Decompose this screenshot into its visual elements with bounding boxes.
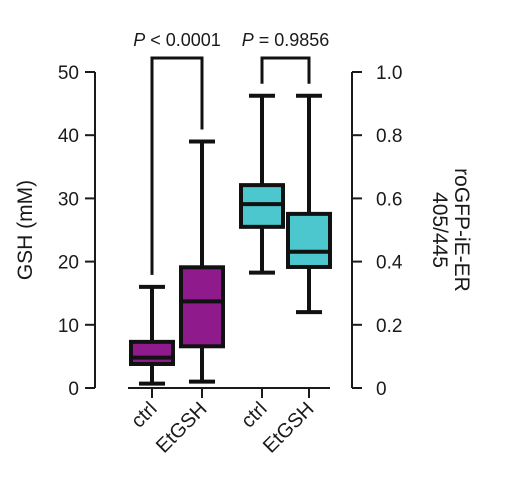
bracket-1: P < 0.0001 <box>133 30 221 275</box>
p-value-label: P = 0.9856 <box>242 30 330 50</box>
right-tick-label: 0.8 <box>376 126 402 147</box>
box-rogfp-ctrl <box>239 93 285 275</box>
iqr-box <box>179 265 225 349</box>
box-gsh-etgsh <box>179 139 225 384</box>
left-tick-label: 10 <box>58 316 79 337</box>
right-axis-ticks: 0 0.2 0.4 0.6 0.8 1.0 <box>352 63 403 400</box>
left-tick-label: 50 <box>58 63 79 84</box>
category-label-ctrl: ctrl <box>127 398 161 432</box>
left-tick-label: 20 <box>58 253 79 274</box>
left-tick-label: 0 <box>68 379 79 400</box>
right-tick-label: 0.4 <box>376 253 403 274</box>
left-axis-title: GSH (mM) <box>14 180 37 280</box>
p-value-label: P < 0.0001 <box>133 30 221 50</box>
right-tick-label: 0.6 <box>376 189 402 210</box>
significance-brackets: P < 0.0001 P = 0.9856 <box>133 30 329 275</box>
box-group <box>129 93 332 386</box>
category-label-etgsh: EtGSH <box>259 398 319 458</box>
right-tick-label: 0 <box>376 379 387 400</box>
iqr-box <box>286 211 332 269</box>
left-axis-ticks: 0 10 20 30 40 50 <box>58 63 95 400</box>
box-rogfp-etgsh <box>286 93 332 315</box>
right-tick-label: 1.0 <box>376 63 402 84</box>
right-axis-title-line1: roGFP-iE-ER <box>450 168 473 292</box>
left-tick-label: 30 <box>58 189 79 210</box>
category-label-ctrl: ctrl <box>237 398 271 432</box>
box-gsh-ctrl <box>129 284 175 386</box>
iqr-box <box>129 339 175 366</box>
right-tick-label: 0.2 <box>376 316 402 337</box>
left-tick-label: 40 <box>58 126 79 147</box>
category-label-etgsh: EtGSH <box>152 398 212 458</box>
bracket-line <box>150 56 204 275</box>
bracket-2: P = 0.9856 <box>242 30 330 84</box>
right-axis-title-line2: 405/445 <box>428 192 451 268</box>
bracket-line <box>260 56 311 84</box>
